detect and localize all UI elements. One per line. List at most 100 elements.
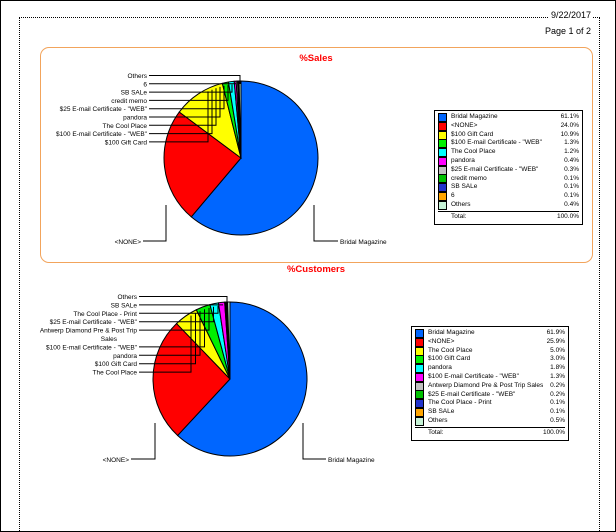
legend-percent: 61.9% bbox=[546, 329, 565, 336]
legend-row: The Cool Place - Print 0.1% bbox=[415, 399, 565, 409]
legend-total-row: Total: 100.0% bbox=[415, 426, 565, 438]
leader-line bbox=[149, 88, 217, 126]
callout-label: $100 Gift Card bbox=[105, 139, 148, 146]
pie-slice-1-10[interactable] bbox=[227, 301, 231, 380]
pie-slice-0-0[interactable] bbox=[190, 80, 319, 236]
legend-swatch bbox=[438, 121, 447, 131]
page-margin-border bbox=[19, 17, 600, 531]
leader-line bbox=[302, 423, 326, 460]
sales-chart-title: %Sales bbox=[299, 53, 333, 64]
leader-line bbox=[149, 75, 241, 84]
legend-percent: 0.1% bbox=[550, 408, 565, 416]
legend-swatch bbox=[438, 156, 447, 166]
customers-legend: Bridal Magazine 61.9% <NONE> 25.9% The Cool … bbox=[411, 326, 569, 441]
legend-percent: 0.1% bbox=[564, 174, 579, 182]
legend-label: $100 Gift Card bbox=[428, 355, 471, 363]
callout-label: The Cool Place bbox=[103, 123, 148, 130]
legend-label: SB SALe bbox=[451, 183, 478, 191]
legend-row: <NONE> 24.0% bbox=[438, 121, 579, 131]
legend-row: The Cool Place 1.2% bbox=[438, 148, 579, 158]
leader-line bbox=[149, 85, 229, 101]
pie-slice-0-1[interactable] bbox=[163, 111, 242, 218]
callout-label: The Cool Place - Print bbox=[73, 311, 137, 318]
legend-row: <NONE> 25.9% bbox=[415, 337, 565, 347]
callout-label: Others bbox=[127, 73, 147, 80]
leader-line bbox=[143, 205, 167, 242]
legend-percent: 25.9% bbox=[546, 337, 565, 345]
legend-label: $100 E-mail Certificate - "WEB" bbox=[428, 372, 519, 380]
legend-swatch bbox=[415, 337, 424, 347]
legend-label: pandora bbox=[451, 156, 475, 164]
customers-chart-title: %Customers bbox=[286, 264, 346, 275]
legend-label: Bridal Magazine bbox=[451, 113, 498, 120]
legend-percent: 10.9% bbox=[560, 130, 579, 138]
callout-label: Sales bbox=[101, 336, 118, 343]
legend-label: credit memo bbox=[451, 174, 487, 182]
legend-swatch bbox=[415, 346, 424, 356]
legend-swatch bbox=[415, 429, 424, 438]
leader-line bbox=[139, 305, 219, 314]
legend-label: SB SALe bbox=[428, 408, 455, 416]
legend-label: Antwerp Diamond Pre & Post Trip Sales bbox=[428, 381, 544, 389]
legend-swatch bbox=[438, 174, 447, 184]
legend-swatch bbox=[438, 213, 447, 222]
legend-percent: 100.0% bbox=[542, 428, 565, 436]
legend-swatch bbox=[438, 165, 447, 175]
legend-percent: 5.0% bbox=[550, 346, 565, 354]
leader-line bbox=[149, 85, 225, 110]
legend-percent: 1.8% bbox=[550, 364, 565, 372]
callout-label: Antwerp Diamond Pre & Post Trip bbox=[40, 328, 138, 335]
legend-label: Others bbox=[428, 416, 448, 424]
legend-percent: 0.4% bbox=[564, 156, 579, 164]
legend-percent: 0.3% bbox=[564, 165, 579, 173]
callout-label: $25 E-mail Certificate - "WEB" bbox=[50, 319, 138, 326]
legend-row: SB SALe 0.1% bbox=[438, 183, 579, 193]
legend-label: Bridal Magazine bbox=[428, 329, 475, 336]
legend-label: <NONE> bbox=[451, 121, 478, 129]
legend-label: 6 bbox=[451, 192, 455, 200]
legend-swatch bbox=[415, 372, 424, 382]
leader-line bbox=[139, 296, 228, 306]
legend-percent: 0.4% bbox=[564, 200, 579, 208]
legend-label: Others bbox=[451, 200, 471, 208]
legend-swatch bbox=[438, 130, 447, 140]
callout-label: SB SALe bbox=[111, 302, 138, 309]
leader-line bbox=[139, 313, 196, 365]
legend-label: The Cool Place - Print bbox=[428, 399, 492, 407]
legend-row: Bridal Magazine 61.1% bbox=[438, 112, 579, 122]
legend-row: Others 0.5% bbox=[415, 416, 565, 426]
legend-label: $25 E-mail Certificate - "WEB" bbox=[428, 390, 516, 398]
legend-label: Total: bbox=[451, 212, 467, 220]
legend-swatch bbox=[415, 381, 424, 391]
legend-percent: 1.3% bbox=[564, 139, 579, 147]
leader-line bbox=[149, 84, 233, 93]
legend-label: $100 E-mail Certificate - "WEB" bbox=[451, 139, 542, 147]
legend-row: 6 0.1% bbox=[438, 192, 579, 202]
leader-line bbox=[139, 309, 205, 348]
pie-slice-1-0[interactable] bbox=[176, 301, 308, 457]
legend-total-row: Total: 100.0% bbox=[438, 210, 579, 222]
pie-slice-1-1[interactable] bbox=[152, 322, 231, 437]
legend-swatch bbox=[438, 192, 447, 202]
legend-percent: 1.2% bbox=[564, 148, 579, 156]
leader-line bbox=[149, 89, 213, 135]
legend-percent: 0.5% bbox=[550, 416, 565, 424]
sales-legend: Bridal Magazine 61.1% <NONE> 24.0% $100 Gift… bbox=[434, 110, 583, 225]
legend-row: $25 E-mail Certificate - "WEB" 0.2% bbox=[415, 390, 565, 400]
legend-row: SB SALe 0.1% bbox=[415, 408, 565, 418]
legend-row: $25 E-mail Certificate - "WEB" 0.3% bbox=[438, 165, 579, 175]
callout-label: <NONE> bbox=[103, 457, 130, 464]
callout-label: Bridal Magazine bbox=[340, 239, 387, 246]
legend-percent: 0.1% bbox=[550, 399, 565, 407]
legend-row: $100 Gift Card 10.9% bbox=[438, 130, 579, 140]
callout-label: <NONE> bbox=[115, 239, 142, 246]
leader-line bbox=[139, 304, 223, 306]
leader-line bbox=[139, 306, 214, 323]
callout-label: credit memo bbox=[111, 98, 147, 105]
legend-label: The Cool Place bbox=[451, 148, 496, 156]
leader-line bbox=[139, 311, 201, 356]
callout-label: 6 bbox=[143, 81, 147, 88]
legend-percent: 100.0% bbox=[556, 212, 579, 220]
